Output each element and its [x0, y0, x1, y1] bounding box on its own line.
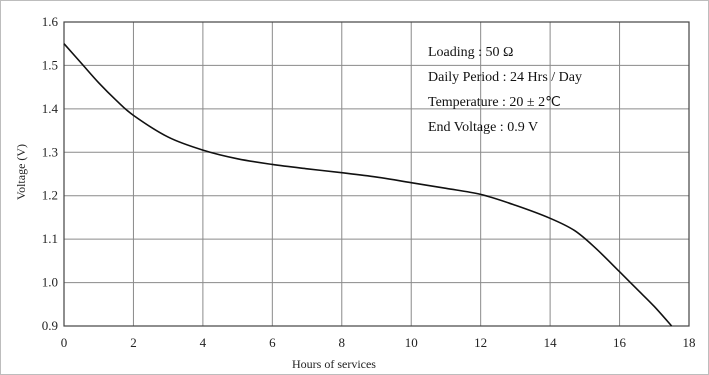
y-axis-label: Voltage (V) [14, 144, 28, 200]
x-tick-label: 6 [269, 335, 276, 350]
x-tick-label: 0 [61, 335, 68, 350]
annotation-loading: Loading : 50 Ω [428, 45, 513, 60]
y-tick-label: 1.2 [42, 188, 58, 203]
x-tick-label: 18 [683, 335, 696, 350]
x-axis-label: Hours of services [292, 357, 376, 371]
x-tick-label: 10 [405, 335, 418, 350]
y-tick-label: 1.0 [42, 275, 58, 290]
x-tick-label: 4 [200, 335, 207, 350]
x-tick-label: 16 [613, 335, 627, 350]
y-tick-label: 1.4 [42, 101, 59, 116]
y-tick-label: 1.5 [42, 57, 58, 72]
plot-area [63, 21, 690, 327]
y-tick-label: 1.6 [42, 14, 59, 29]
grid [63, 21, 690, 327]
annotation-temperature: Temperature : 20 ± 2℃ [428, 95, 561, 110]
series-layer [63, 43, 673, 327]
x-tick-label: 12 [474, 335, 487, 350]
discharge-curve-line [63, 43, 673, 327]
y-tick-label: 1.1 [42, 231, 58, 246]
annotation-end-voltage: End Voltage : 0.9 V [428, 120, 538, 135]
y-tick-label: 0.9 [42, 318, 58, 333]
x-tick-label: 14 [544, 335, 558, 350]
annotation-box: Loading : 50 Ω Daily Period : 24 Hrs / D… [428, 45, 582, 135]
x-tick-label: 8 [339, 335, 346, 350]
annotation-daily-period: Daily Period : 24 Hrs / Day [428, 70, 582, 85]
x-tick-label: 2 [130, 335, 137, 350]
y-axis-ticks: 0.9 1.0 1.1 1.2 1.3 1.4 1.5 1.6 [42, 14, 59, 333]
y-tick-label: 1.3 [42, 144, 58, 159]
x-axis-ticks: 0 2 4 6 8 10 12 14 16 18 [61, 335, 696, 350]
